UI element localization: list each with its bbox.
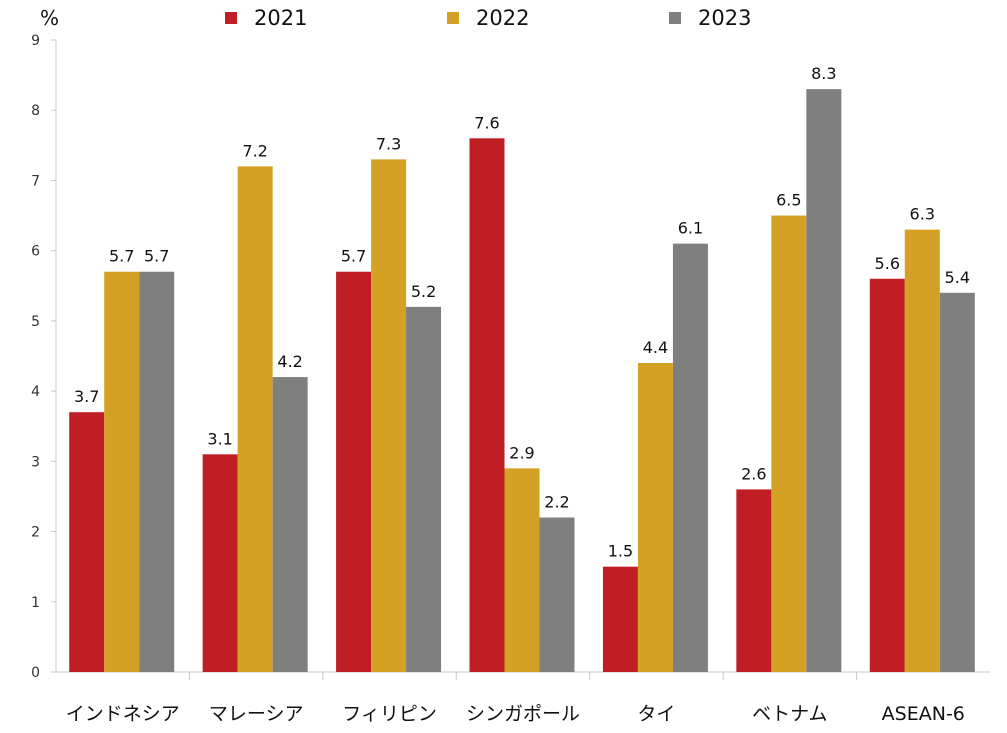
y-tick-label: 1 — [31, 595, 40, 611]
bar-2021 — [336, 271, 372, 672]
y-tick-label: 3 — [31, 454, 40, 470]
x-category-label: マレーシア — [209, 703, 304, 725]
bar-2022 — [771, 215, 807, 673]
data-label: 5.7 — [144, 247, 169, 266]
bar-2022 — [904, 229, 940, 672]
legend-swatch-2021 — [225, 12, 237, 24]
bar-2023 — [139, 271, 175, 672]
x-category-label: タイ — [637, 703, 675, 725]
x-category-label: ベトナム — [752, 703, 827, 725]
y-tick-label: 8 — [31, 103, 40, 119]
data-label: 4.2 — [277, 352, 302, 371]
data-label: 1.5 — [608, 542, 633, 561]
legend-label-2022: 2022 — [476, 6, 530, 30]
y-tick-label: 9 — [31, 33, 40, 49]
x-category-label: シンガポール — [466, 703, 580, 725]
data-label: 8.3 — [811, 64, 836, 83]
data-label: 6.1 — [678, 219, 703, 238]
bar-2023 — [272, 377, 308, 672]
legend-item-2022: 2022 — [447, 6, 669, 30]
bar-2023 — [539, 517, 575, 672]
chart-axes: 0 1 2 3 4 5 6 7 8 9 インドネシア マレーシア フィリピン シンガポール タイ ベトナム AS… — [31, 33, 990, 725]
legend-item-2023: 2023 — [669, 6, 891, 30]
chart-data-labels: 3.7 5.7 5.7 3.1 7.2 4.2 5.7 7.3 5.2 7.6 2.9 2.2 1.5 4… — [74, 64, 970, 561]
data-label: 6.3 — [910, 205, 935, 224]
y-tick-label: 0 — [31, 665, 40, 681]
bar-2022 — [371, 159, 407, 672]
bar-2021 — [469, 138, 505, 673]
data-label: 5.2 — [411, 282, 436, 301]
bar-2021 — [202, 454, 238, 672]
legend-label-2023: 2023 — [698, 6, 752, 30]
data-label: 6.5 — [776, 191, 801, 210]
chart-bars — [69, 89, 975, 673]
chart-legend: 2021 2022 2023 — [225, 6, 891, 30]
data-label: 5.6 — [875, 254, 900, 273]
data-label: 2.2 — [544, 493, 569, 512]
bar-2022 — [504, 468, 540, 672]
data-label: 3.7 — [74, 387, 99, 406]
data-label: 7.2 — [242, 141, 267, 160]
data-label: 5.7 — [109, 247, 134, 266]
data-label: 5.4 — [945, 268, 970, 287]
data-label: 4.4 — [643, 338, 668, 357]
bar-2023 — [806, 89, 842, 672]
bar-2023 — [406, 306, 442, 672]
bar-2022 — [637, 363, 673, 672]
legend-swatch-2022 — [447, 12, 459, 24]
data-label: 5.7 — [341, 247, 366, 266]
x-category-label: フィリピン — [342, 703, 437, 725]
bar-2023 — [939, 292, 975, 672]
bar-2021 — [736, 489, 772, 672]
legend-label-2021: 2021 — [254, 6, 308, 30]
x-category-label: ASEAN-6 — [882, 703, 965, 725]
bar-2021 — [69, 412, 105, 672]
bar-2022 — [237, 166, 273, 672]
bar-2022 — [104, 271, 140, 672]
data-label: 7.3 — [376, 134, 401, 153]
bar-2021 — [602, 566, 638, 672]
y-tick-label: 6 — [31, 244, 40, 260]
data-label: 2.9 — [509, 443, 534, 462]
y-axis-unit-label: % — [40, 6, 60, 30]
legend-swatch-2023 — [669, 12, 681, 24]
y-tick-label: 7 — [31, 173, 40, 189]
bar-2021 — [869, 278, 905, 672]
legend-item-2021: 2021 — [225, 6, 447, 30]
y-tick-label: 4 — [31, 384, 40, 400]
bar-2023 — [672, 243, 708, 672]
data-label: 3.1 — [207, 429, 232, 448]
x-category-label: インドネシア — [66, 703, 180, 725]
y-tick-label: 2 — [31, 525, 40, 541]
y-tick-label: 5 — [31, 314, 40, 330]
data-label: 2.6 — [741, 464, 766, 483]
data-label: 7.6 — [474, 113, 499, 132]
